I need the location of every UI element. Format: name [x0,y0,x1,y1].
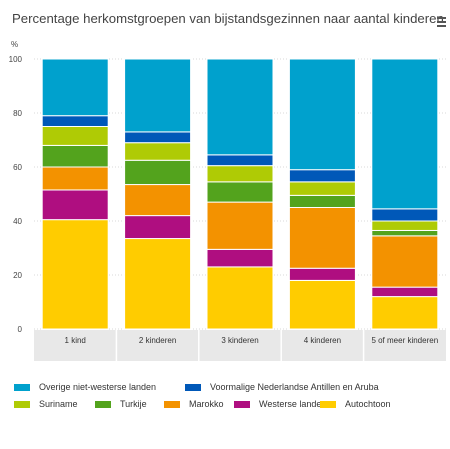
bar-segment [124,159,192,186]
legend-label: Autochtoon [345,399,391,409]
bar-segment [124,142,192,161]
bar-segment [371,235,439,288]
y-tick-label: 40 [13,217,22,226]
x-tick-label: 3 kinderen [221,336,258,345]
legend-label: Suriname [39,399,78,409]
bar-segment [371,229,439,237]
legend-item[interactable]: Autochtoon [320,399,391,409]
bar-segment [124,215,192,240]
bar-segment [124,58,192,133]
bar-segment [288,267,356,281]
bar-segment [41,219,109,330]
bar-segment [288,181,356,196]
bar-segment [288,207,356,269]
bar-segment [206,248,274,268]
legend-label: Marokko [189,399,224,409]
legend-swatch [14,400,30,408]
x-axis-band [34,330,446,361]
legend-swatch [320,400,336,408]
legend-label: Westerse landen [259,399,327,409]
legend-label: Turkije [120,399,147,409]
bar-segment [371,286,439,298]
legend-item[interactable]: Suriname [14,399,78,409]
bar-segment [206,58,274,156]
x-tick-label: 1 kind [65,336,86,345]
y-tick-label: 0 [18,325,23,334]
y-tick-label: 20 [13,271,22,280]
bar-segment [288,194,356,209]
bar-segment [206,165,274,183]
legend-item[interactable]: Voormalige Nederlandse Antillen en Aruba [185,382,379,392]
legend-item[interactable]: Westerse landen [234,399,326,409]
legend-swatch [164,400,180,408]
bar-segment [371,58,439,210]
bar-segment [206,154,274,167]
x-tick-label: 4 kinderen [304,336,341,345]
y-tick-label: 60 [13,163,22,172]
x-tick-label: 5 of meer kinderen [371,336,438,345]
bar-segment [41,144,109,168]
y-axis-unit-label: % [11,40,19,49]
bar-segment [206,201,274,250]
legend-swatch [234,400,250,408]
bar-segment [371,296,439,330]
bar-segment [41,166,109,191]
legend-swatch [14,383,30,391]
bar-segment [371,208,439,222]
y-tick-label: 80 [13,109,22,118]
hamburger-menu-icon[interactable] [437,17,446,29]
bar-segment [206,181,274,203]
x-tick-label: 2 kinderen [139,336,176,345]
legend-label: Voormalige Nederlandse Antillen en Aruba [210,382,379,392]
legend-swatch [95,400,111,408]
bar-segment [41,189,109,221]
legend-item[interactable]: Turkije [95,399,147,409]
bar-segment [124,184,192,217]
legend-item[interactable]: Overige niet-westerse landen [14,382,156,392]
legend-item[interactable]: Marokko [164,399,224,409]
bar-segment [124,131,192,144]
bar-segment [206,266,274,330]
bar-segment [288,58,356,171]
bar-segment [288,279,356,330]
bar-segment [41,58,109,117]
bar-segment [41,126,109,146]
y-tick-label: 100 [9,55,23,64]
legend-swatch [185,383,201,391]
bar-segment [124,238,192,330]
bar-segment [41,115,109,127]
chart-title: Percentage herkomstgroepen van bijstands… [12,11,444,26]
bar-segment [371,220,439,231]
bar-segment [288,169,356,183]
legend-label: Overige niet-westerse landen [39,382,157,392]
